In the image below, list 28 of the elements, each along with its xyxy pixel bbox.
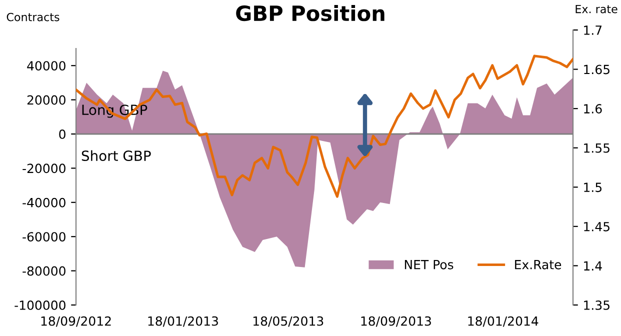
- y-tick-label: 20000: [27, 95, 66, 105]
- y2-tick-label: 1.4: [584, 261, 602, 270]
- x-tick-label: 18/01/2013: [148, 316, 218, 327]
- chart-title: GBP Position: [236, 5, 384, 22]
- legend-label: NET Pos: [404, 260, 454, 270]
- y-tick-label: 0: [59, 129, 66, 139]
- y2-tick-label: 1.45: [584, 222, 610, 232]
- y2-tick-label: 1.55: [584, 143, 610, 153]
- y-tick-label: -100000: [14, 300, 66, 310]
- y2-axis-title: Ex. rate: [576, 4, 618, 14]
- y-tick-label: 40000: [27, 61, 66, 71]
- y-tick-label: -40000: [22, 198, 66, 208]
- x-tick-label: 18/05/2013: [253, 316, 324, 327]
- x-tick-label: 18/09/2013: [361, 316, 431, 327]
- y-tick-label: -60000: [22, 232, 66, 242]
- y2-tick-label: 1.65: [584, 64, 610, 74]
- y2-tick-label: 1.35: [584, 300, 610, 310]
- y-tick-label: -80000: [22, 266, 66, 276]
- line-series: [76, 54, 573, 198]
- annotation: Short GBP: [82, 150, 151, 162]
- legend-label: Ex.Rate: [515, 260, 562, 270]
- x-tick-label: 18/01/2014: [468, 316, 538, 327]
- y-tick-label: -20000: [22, 164, 66, 174]
- y2-tick-label: 1.5: [584, 182, 602, 192]
- y2-tick-label: 1.6: [584, 104, 602, 114]
- y2-tick-label: 1.7: [584, 26, 602, 35]
- y-axis-title: Contracts: [6, 12, 60, 22]
- x-tick-label: 18/09/2012: [41, 316, 111, 327]
